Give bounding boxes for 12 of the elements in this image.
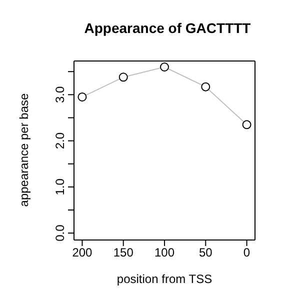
y-tick-label: 2.0 [53,132,67,150]
x-tick-label: 150 [113,246,134,260]
y-axis-title: appearance per base [17,93,31,207]
x-tick-label: 200 [72,246,93,260]
x-tick-label: 100 [154,246,175,260]
y-tick-label: 3.0 [53,86,67,104]
x-tick-label: 50 [198,246,213,260]
y-tick-label: 1.0 [53,178,67,196]
x-tick-label: 0 [243,246,250,260]
chart-title: Appearance of GACTTTT [83,20,252,36]
y-tick-label: 0.0 [53,224,67,242]
x-axis-title: position from TSS [116,272,214,286]
